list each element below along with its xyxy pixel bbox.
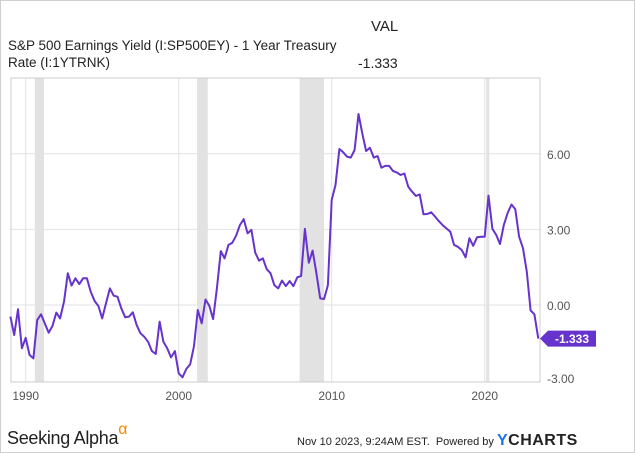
ycharts-logo[interactable]: YCHARTS xyxy=(497,432,578,449)
powered-by: Powered by xyxy=(435,436,494,448)
seeking-alpha-logo: Seeking Alphaα xyxy=(7,421,128,449)
ycharts-y: Y xyxy=(496,432,509,449)
y-tick-label: 0.00 xyxy=(547,299,571,313)
x-tick-label: 1990 xyxy=(12,389,39,403)
x-tick-label: 2000 xyxy=(165,389,192,403)
y-tick-label: 3.00 xyxy=(547,223,571,237)
x-tick-label: 2020 xyxy=(471,389,498,403)
timestamp: Nov 10 2023, 9:24AM EST. xyxy=(297,436,430,448)
current-value: -1.333 xyxy=(358,55,398,71)
ycharts-text: CHARTS xyxy=(508,432,578,449)
recession-band xyxy=(299,78,325,382)
alpha-mark-icon: α xyxy=(118,421,128,438)
recession-band xyxy=(486,78,490,382)
plot-border xyxy=(10,77,541,383)
footer-credit: Nov 10 2023, 9:24AM EST. Powered by YCHA… xyxy=(297,432,578,450)
series-title[interactable]: S&P 500 Earnings Yield (I:SP500EY) - 1 Y… xyxy=(8,38,337,70)
y-tick-label: 6.00 xyxy=(547,148,571,162)
last-value-label: -1.333 xyxy=(555,332,589,346)
last-value-tag xyxy=(540,330,596,347)
recession-band xyxy=(34,78,45,382)
x-tick-label: 2010 xyxy=(318,389,345,403)
y-tick-label: -3.00 xyxy=(547,372,575,386)
brand-name: Seeking Alpha xyxy=(7,428,119,448)
recession-band xyxy=(197,78,208,382)
value-column-header: VAL xyxy=(371,18,399,35)
